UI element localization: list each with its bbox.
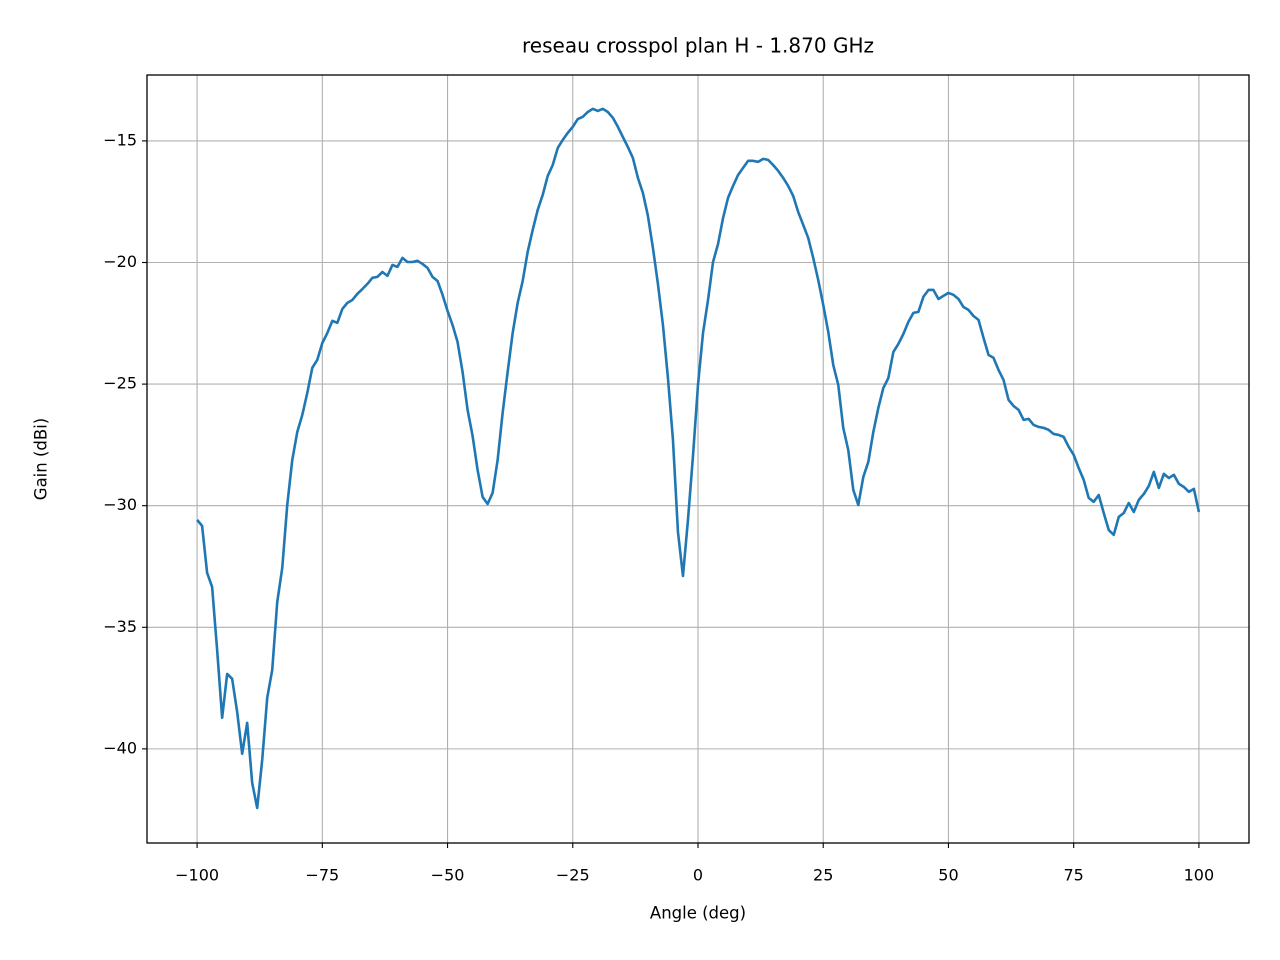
x-tick-label: −100	[175, 866, 219, 885]
x-tick-label: −25	[556, 866, 590, 885]
y-tick-label: −35	[103, 617, 137, 636]
x-axis-title: Angle (deg)	[650, 904, 746, 923]
data-line	[196, 107, 1201, 810]
y-axis-title: Gain (dBi)	[32, 418, 51, 500]
x-tick-label: −50	[431, 866, 465, 885]
x-tick-label: 75	[1064, 866, 1084, 885]
y-tick-label: −20	[103, 252, 137, 271]
y-tick-label: −40	[103, 738, 137, 757]
x-tick-label: 0	[693, 866, 703, 885]
y-tick-label: −25	[103, 374, 137, 393]
x-tick-label: 25	[813, 866, 833, 885]
x-tick-label: 50	[938, 866, 958, 885]
plot-frame	[146, 74, 1250, 844]
x-tick-label: −75	[305, 866, 339, 885]
y-tick-label: −15	[103, 130, 137, 149]
x-tick-label: 100	[1184, 866, 1215, 885]
y-tick-label: −30	[103, 495, 137, 514]
chart-title: reseau crosspol plan H - 1.870 GHz	[522, 34, 874, 58]
